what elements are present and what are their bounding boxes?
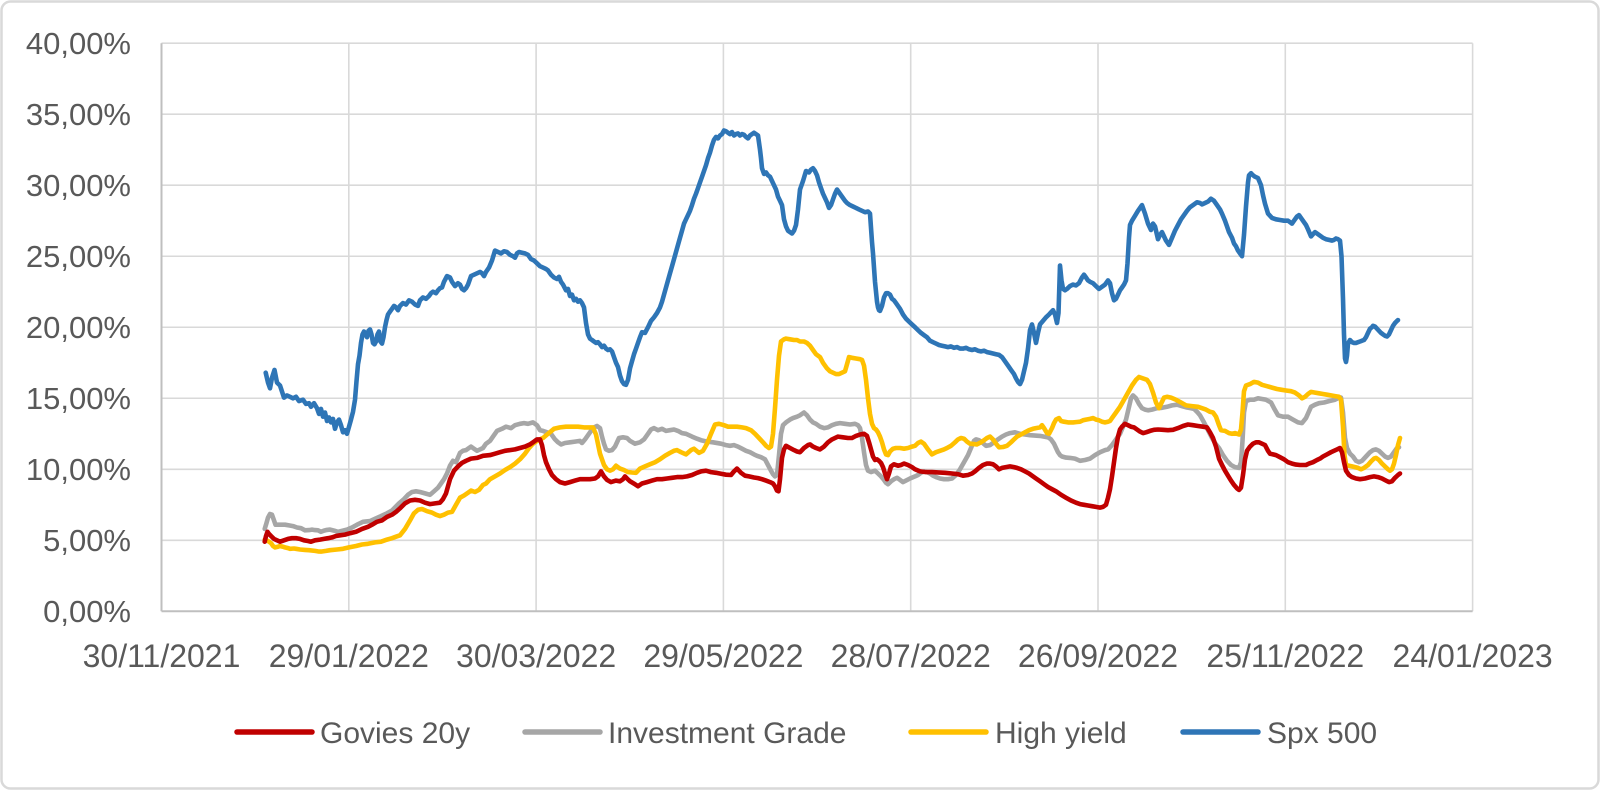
svg-text:29/05/2022: 29/05/2022 (643, 638, 803, 674)
svg-text:20,00%: 20,00% (26, 310, 131, 345)
svg-text:30/03/2022: 30/03/2022 (456, 638, 616, 674)
svg-text:Investment Grade: Investment Grade (608, 717, 846, 750)
svg-text:Govies 20y: Govies 20y (320, 717, 470, 750)
svg-text:10,00%: 10,00% (26, 452, 131, 487)
svg-text:High yield: High yield (995, 717, 1127, 750)
svg-text:25/11/2022: 25/11/2022 (1206, 638, 1364, 674)
svg-text:15,00%: 15,00% (26, 381, 131, 416)
svg-text:25,00%: 25,00% (26, 239, 131, 274)
svg-text:28/07/2022: 28/07/2022 (831, 638, 991, 674)
svg-text:40,00%: 40,00% (26, 26, 131, 61)
svg-text:30/11/2021: 30/11/2021 (83, 638, 241, 674)
svg-text:30,00%: 30,00% (26, 168, 131, 203)
svg-text:24/01/2023: 24/01/2023 (1393, 638, 1553, 674)
svg-text:5,00%: 5,00% (43, 523, 131, 558)
svg-text:26/09/2022: 26/09/2022 (1018, 638, 1178, 674)
svg-text:0,00%: 0,00% (43, 594, 131, 629)
svg-text:Spx 500: Spx 500 (1267, 717, 1377, 750)
svg-text:35,00%: 35,00% (26, 97, 131, 132)
svg-text:29/01/2022: 29/01/2022 (269, 638, 429, 674)
